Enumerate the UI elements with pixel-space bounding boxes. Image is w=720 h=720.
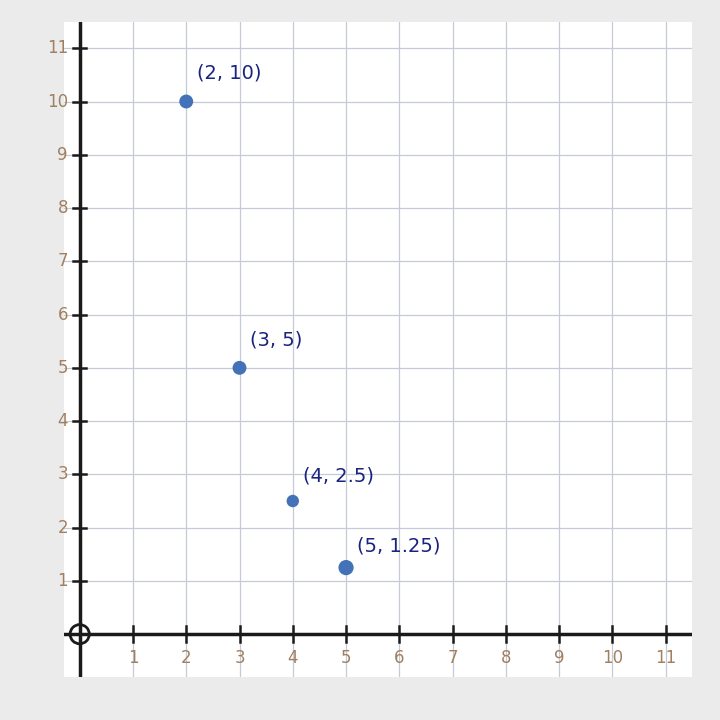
Text: (2, 10): (2, 10) [197, 64, 261, 83]
Text: (3, 5): (3, 5) [250, 330, 302, 349]
Point [341, 562, 352, 573]
Text: 9: 9 [58, 145, 68, 163]
Text: (4, 2.5): (4, 2.5) [303, 466, 374, 485]
Text: 10: 10 [602, 649, 623, 667]
Point [234, 362, 246, 374]
Text: 2: 2 [58, 518, 68, 536]
Text: 11: 11 [655, 649, 676, 667]
Text: 7: 7 [58, 252, 68, 270]
Text: 5: 5 [58, 359, 68, 377]
Text: 7: 7 [447, 649, 458, 667]
Text: 6: 6 [394, 649, 405, 667]
Point [181, 96, 192, 107]
Text: 8: 8 [58, 199, 68, 217]
Text: 2: 2 [181, 649, 192, 667]
Text: 8: 8 [500, 649, 511, 667]
Text: 1: 1 [58, 572, 68, 590]
Point [287, 495, 299, 507]
Text: 5: 5 [341, 649, 351, 667]
Text: 1: 1 [127, 649, 138, 667]
Text: (5, 1.25): (5, 1.25) [356, 537, 440, 556]
Text: 9: 9 [554, 649, 564, 667]
Text: 3: 3 [234, 649, 245, 667]
Text: 4: 4 [58, 412, 68, 430]
Text: 11: 11 [47, 39, 68, 57]
Text: 10: 10 [47, 92, 68, 110]
Text: 6: 6 [58, 305, 68, 323]
Text: 3: 3 [58, 465, 68, 483]
Text: 4: 4 [287, 649, 298, 667]
